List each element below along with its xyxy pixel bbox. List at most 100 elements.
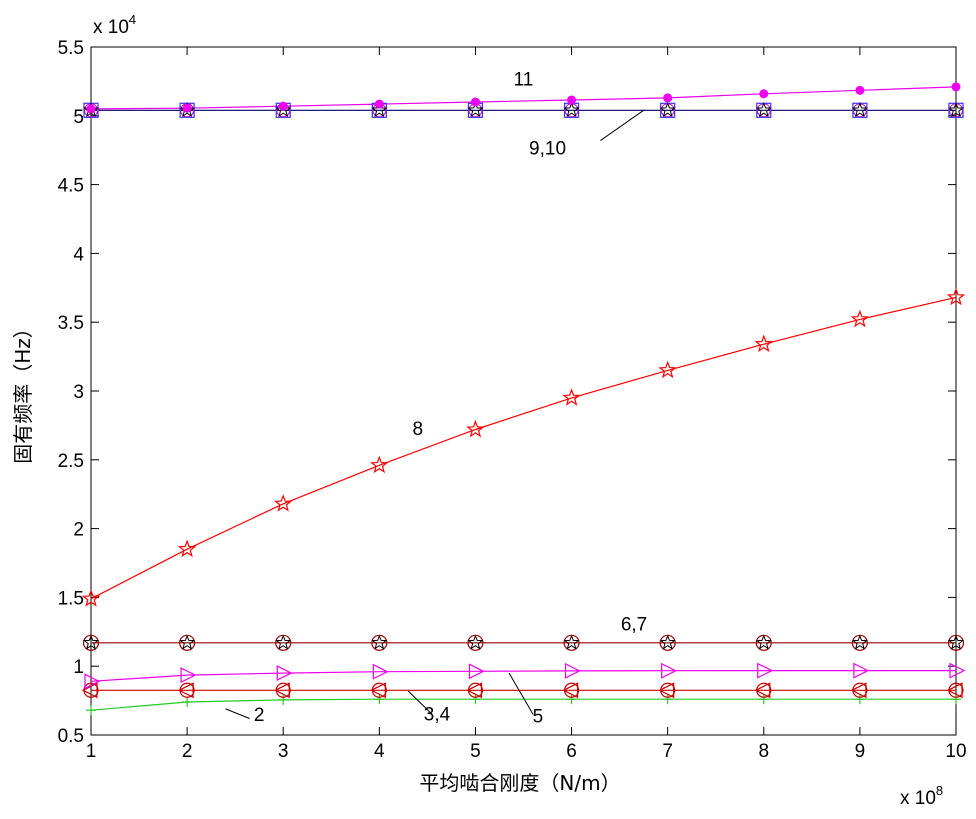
data-point: [658, 682, 676, 699]
data-point: [470, 694, 481, 705]
x-tick-label: 7: [662, 741, 673, 762]
data-point: [757, 662, 774, 679]
data-point: [273, 682, 291, 699]
y-tick-label: 0.5: [58, 726, 84, 747]
data-point: [854, 694, 865, 705]
data-point: [374, 99, 384, 109]
annotation-label: 8: [412, 419, 423, 440]
data-point: [562, 388, 581, 406]
data-point: [278, 101, 288, 111]
annotation-leader: [600, 109, 644, 141]
x-tick-label: 9: [855, 741, 866, 762]
data-point: [755, 101, 772, 118]
data-point: [466, 682, 484, 699]
y-tick-label: 1: [73, 657, 84, 678]
data-point: [759, 89, 769, 99]
data-point: [470, 97, 480, 107]
annotation-label: 11: [514, 70, 534, 91]
data-point: [372, 663, 389, 680]
data-point: [81, 682, 99, 699]
annotation-leader: [508, 672, 534, 715]
y-tick-label: 1.5: [58, 588, 84, 609]
data-point: [179, 101, 196, 118]
x-axis-multiplier: x 108: [900, 783, 943, 809]
x-tick-label: 2: [182, 741, 193, 762]
y-axis-label: 固有频率（Hz）: [11, 318, 35, 464]
data-point: [563, 634, 580, 651]
x-tick-label: 3: [278, 741, 289, 762]
data-point: [86, 104, 96, 114]
data-point: [755, 634, 772, 651]
y-axis-multiplier: x 104: [93, 12, 136, 38]
data-point: [567, 95, 577, 105]
y-axis-exponent: 4: [129, 12, 136, 27]
data-point: [275, 634, 292, 651]
data-point: [659, 101, 676, 118]
data-point: [466, 419, 485, 438]
y-tick-label: 5: [73, 107, 84, 128]
data-point: [182, 103, 192, 113]
data-point: [81, 589, 101, 607]
x-tick-label: 8: [758, 741, 769, 762]
data-point: [179, 634, 196, 651]
x-tick-label: 1: [86, 741, 97, 762]
data-point: [662, 694, 673, 705]
data-point: [658, 360, 677, 379]
data-point: [855, 85, 865, 95]
data-point: [659, 634, 676, 651]
data-point: [566, 694, 577, 705]
data-point: [371, 634, 388, 651]
data-point: [278, 694, 289, 705]
data-point: [946, 682, 964, 699]
data-point: [273, 494, 293, 512]
plot-area: [90, 46, 957, 736]
annotation-label: 6,7: [621, 614, 647, 635]
data-point: [177, 539, 197, 558]
y-tick-label: 5.5: [58, 38, 84, 59]
x-tick-label: 6: [566, 741, 577, 762]
data-point: [370, 455, 389, 474]
data-point: [276, 665, 293, 682]
data-point: [851, 634, 868, 651]
data-point: [951, 82, 961, 92]
data-point: [947, 634, 965, 651]
series-line: [90, 669, 956, 682]
series-line: [90, 698, 956, 711]
annotation-leader: [225, 708, 250, 719]
x-axis-exponent: 8: [936, 783, 943, 798]
annotation-label: 2: [254, 705, 265, 726]
data-point: [851, 101, 868, 118]
data-point: [468, 663, 485, 680]
series-lines: [90, 86, 957, 711]
data-point: [82, 634, 100, 651]
y-tick-label: 4.5: [58, 176, 84, 197]
data-point: [946, 287, 966, 306]
series-markers: [81, 82, 966, 716]
data-point: [374, 694, 385, 705]
data-point: [754, 334, 774, 353]
annotations: 11 9,10 8 6,7 2 3,4 5: [225, 70, 647, 728]
data-point: [182, 696, 193, 707]
data-point: [562, 682, 580, 699]
axis-ticks: 1 2 3 4 5 6 7 8 9 100.511.522.533.544.555.5: [58, 38, 967, 762]
series-line: [90, 86, 957, 110]
x-axis-label: 平均啮合刚度（N/m）: [419, 771, 620, 795]
y-tick-label: 2.5: [58, 451, 84, 472]
data-point: [663, 93, 673, 103]
data-point: [850, 309, 870, 328]
data-point: [84, 673, 101, 690]
annotation-label: 9,10: [529, 138, 566, 159]
annotation-label: 3,4: [424, 705, 451, 726]
annotation-leader: [407, 690, 433, 715]
data-point: [853, 662, 870, 679]
data-point: [758, 694, 769, 705]
data-point: [661, 662, 678, 679]
data-point: [467, 634, 484, 651]
x-tick-label: 10: [945, 741, 966, 762]
data-point: [177, 682, 195, 699]
data-point: [949, 662, 966, 679]
y-tick-label: 3: [73, 382, 84, 403]
x-tick-label: 4: [374, 741, 385, 762]
data-point: [180, 667, 197, 684]
